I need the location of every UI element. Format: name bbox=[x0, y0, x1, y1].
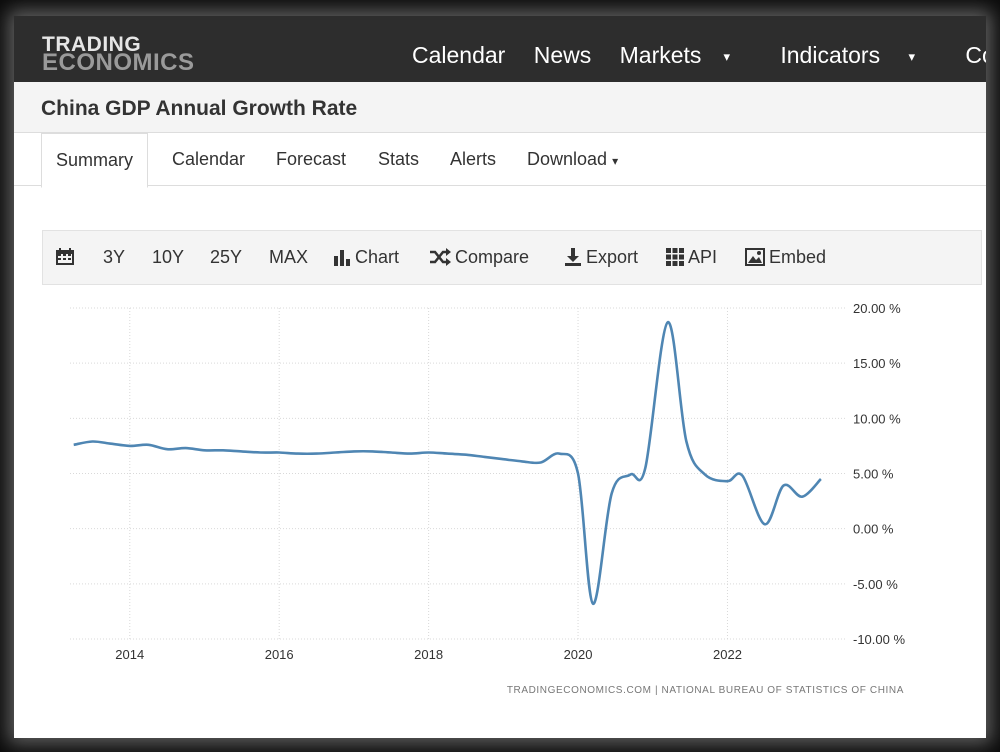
x-tick-label: 2016 bbox=[265, 647, 294, 662]
export-button-label: Export bbox=[586, 247, 639, 267]
tab-bar: Summary Calendar Forecast Stats Alerts D… bbox=[14, 133, 986, 188]
gdp-growth-series-line bbox=[73, 320, 822, 606]
y-tick-label: 20.00 % bbox=[853, 301, 901, 316]
nav-calendar[interactable]: Calendar bbox=[412, 42, 506, 68]
x-tick-label: 2018 bbox=[414, 647, 443, 662]
nav-links: Calendar News Markets ▾ Indicators ▾ Coun… bbox=[412, 42, 986, 69]
export-button[interactable]: Export bbox=[564, 231, 638, 284]
shuffle-icon bbox=[430, 248, 451, 266]
nav-indicators-label: Indicators bbox=[780, 42, 881, 68]
range-10y-button[interactable]: 10Y bbox=[152, 247, 185, 267]
chevron-down-icon: ▾ bbox=[612, 154, 619, 168]
image-icon bbox=[745, 248, 765, 266]
download-icon bbox=[565, 248, 581, 266]
logo-line-1: TRADING bbox=[42, 33, 142, 56]
calendar-icon[interactable] bbox=[55, 231, 79, 284]
nav-markets-label: Markets bbox=[619, 42, 702, 68]
tab-forecast[interactable]: Forecast bbox=[276, 149, 347, 169]
x-tick-label: 2020 bbox=[564, 647, 593, 662]
site-logo[interactable]: TRADING ECONOMICS bbox=[42, 33, 195, 76]
embed-button-label: Embed bbox=[769, 247, 827, 267]
page-title: China GDP Annual Growth Rate bbox=[41, 97, 358, 120]
y-tick-label: 0.00 % bbox=[853, 522, 894, 537]
chart-button[interactable]: Chart bbox=[333, 231, 399, 284]
y-tick-label: 10.00 % bbox=[853, 411, 901, 426]
logo-line-2: ECONOMICS bbox=[42, 49, 195, 76]
range-3y-button[interactable]: 3Y bbox=[103, 247, 126, 267]
api-button[interactable]: API bbox=[666, 231, 717, 284]
nav-countries[interactable]: Countries bbox=[965, 42, 986, 68]
tab-alerts[interactable]: Alerts bbox=[450, 149, 497, 169]
nav-indicators[interactable]: Indicators ▾ bbox=[780, 42, 937, 68]
grid-icon bbox=[666, 248, 684, 266]
range-25y-button[interactable]: 25Y bbox=[210, 247, 243, 267]
gdp-line-chart: 20.00 % 15.00 % 10.00 % 5.00 % 0.00 % -5.00 %… bbox=[70, 301, 905, 662]
compare-button-label: Compare bbox=[455, 247, 530, 267]
embed-button[interactable]: Embed bbox=[745, 231, 826, 284]
compare-button[interactable]: Compare bbox=[429, 231, 529, 284]
chevron-down-icon: ▾ bbox=[723, 48, 730, 64]
api-button-label: API bbox=[688, 247, 718, 267]
x-tick-label: 2022 bbox=[713, 647, 742, 662]
nav-markets[interactable]: Markets ▾ bbox=[620, 42, 752, 68]
tab-download[interactable]: Download ▾ bbox=[527, 133, 618, 185]
tab-calendar[interactable]: Calendar bbox=[172, 149, 246, 169]
chart-button-label: Chart bbox=[355, 247, 400, 267]
source-attribution: TRADINGECONOMICS.COM | NATIONAL BUREAU O… bbox=[506, 685, 904, 696]
range-max-button[interactable]: MAX bbox=[269, 247, 309, 267]
tab-download-label: Download bbox=[527, 149, 608, 169]
y-tick-label: 15.00 % bbox=[853, 356, 901, 371]
tab-summary[interactable]: Summary bbox=[41, 133, 149, 188]
chevron-down-icon: ▾ bbox=[908, 48, 915, 64]
bar-chart-icon bbox=[334, 250, 350, 266]
nav-news[interactable]: News bbox=[533, 42, 592, 68]
tab-stats[interactable]: Stats bbox=[378, 149, 420, 169]
y-tick-label: 5.00 % bbox=[853, 467, 894, 482]
y-tick-label: -10.00 % bbox=[853, 632, 905, 647]
title-bar: China GDP Annual Growth Rate bbox=[14, 82, 986, 133]
top-navigation: TRADING ECONOMICS Calendar News Markets ▾… bbox=[14, 16, 986, 82]
chart-toolbar: 3Y 10Y 25Y MAX Chart Compare Export API … bbox=[42, 230, 982, 285]
x-tick-label: 2014 bbox=[115, 647, 144, 662]
browser-frame: TRADING ECONOMICS Calendar News Markets ▾… bbox=[14, 16, 986, 738]
y-tick-label: -5.00 % bbox=[853, 577, 898, 592]
